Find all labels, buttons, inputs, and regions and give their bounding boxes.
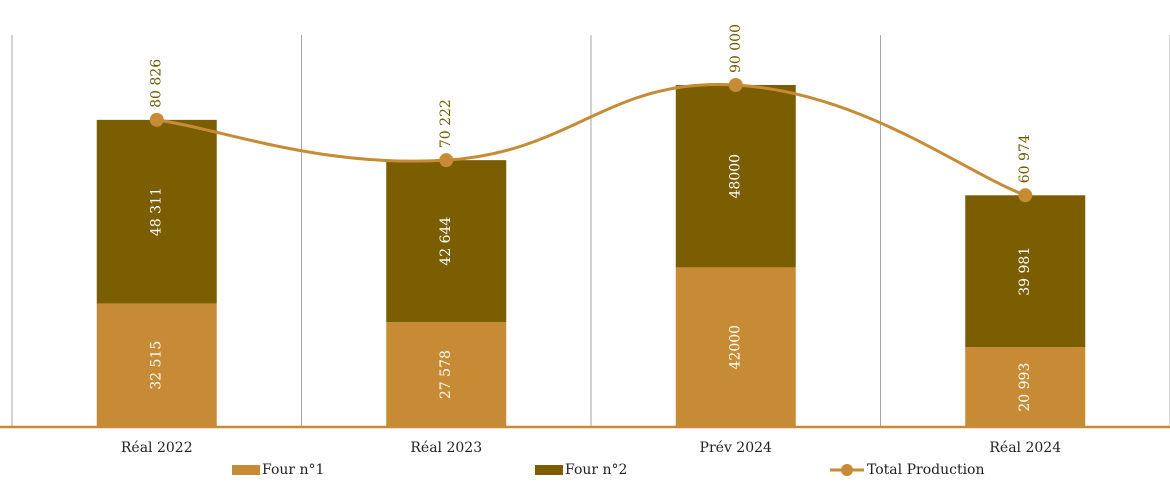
legend-label: Four n°1 xyxy=(262,462,324,477)
bar-value-label: 42000 xyxy=(728,325,744,370)
total-point xyxy=(728,78,743,92)
bar-segment-2 xyxy=(965,195,1086,348)
legend-label: Four n°2 xyxy=(565,462,627,477)
total-point xyxy=(1018,188,1033,203)
bar-value-label: 48 311 xyxy=(149,187,165,236)
line-layer xyxy=(149,78,1033,203)
legend-label: Total Production xyxy=(867,462,985,477)
total-value-label: 70 222 xyxy=(438,99,454,148)
legend-marker xyxy=(841,464,853,476)
bar-segment-2 xyxy=(96,119,217,304)
bar-layer xyxy=(96,85,1086,427)
bar-value-label: 20 993 xyxy=(1017,363,1033,412)
legend: Four n°1 Four n°2 Total Production xyxy=(232,462,985,478)
bar-segment-2 xyxy=(675,85,796,268)
x-tick-label: Réal 2023 xyxy=(410,440,482,456)
bar-value-label: 32 515 xyxy=(149,341,165,390)
total-point xyxy=(439,153,454,168)
bar-segment-1 xyxy=(386,322,507,427)
x-tick-label: Réal 2024 xyxy=(989,440,1061,456)
legend-swatch-1 xyxy=(232,465,260,475)
total-point xyxy=(149,112,164,127)
bar-segment-1 xyxy=(965,347,1086,427)
total-value-label: 90 000 xyxy=(728,24,744,73)
bar-value-label: 42 644 xyxy=(438,217,454,266)
bar-segment-2 xyxy=(386,160,507,323)
total-value-label: 80 826 xyxy=(149,59,165,108)
total-value-label: 60 974 xyxy=(1017,134,1033,183)
bar-value-label: 27 578 xyxy=(438,350,454,399)
total-production-line xyxy=(156,82,1026,197)
bar-segment-1 xyxy=(96,303,217,427)
label-layer: 32 515 48 311 27 578 42 644 42000 48000 20 993… xyxy=(121,24,1061,456)
x-tick-label: Prév 2024 xyxy=(700,440,772,456)
bar-segment-1 xyxy=(675,267,796,427)
x-tick-label: Réal 2022 xyxy=(121,440,193,456)
bar-value-label: 48000 xyxy=(728,154,744,199)
bar-value-label: 39 981 xyxy=(1017,247,1033,296)
legend-swatch-2 xyxy=(535,465,563,475)
